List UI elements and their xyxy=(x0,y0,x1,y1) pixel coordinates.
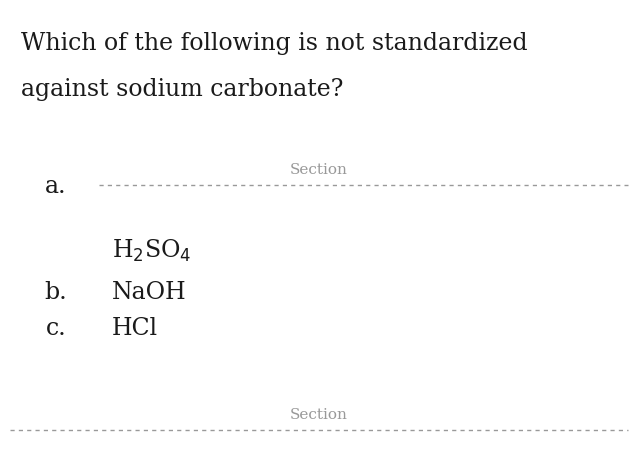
Text: b.: b. xyxy=(44,280,67,303)
Text: HCl: HCl xyxy=(112,317,158,340)
Text: Which of the following is not standardized: Which of the following is not standardiz… xyxy=(21,32,528,55)
Text: c.: c. xyxy=(46,317,67,340)
Text: Section: Section xyxy=(290,163,348,177)
Text: H$_2$SO$_4$: H$_2$SO$_4$ xyxy=(112,237,191,263)
Text: NaOH: NaOH xyxy=(112,280,186,303)
Text: a.: a. xyxy=(45,174,67,197)
Text: against sodium carbonate?: against sodium carbonate? xyxy=(21,78,343,101)
Text: Section: Section xyxy=(290,408,348,421)
